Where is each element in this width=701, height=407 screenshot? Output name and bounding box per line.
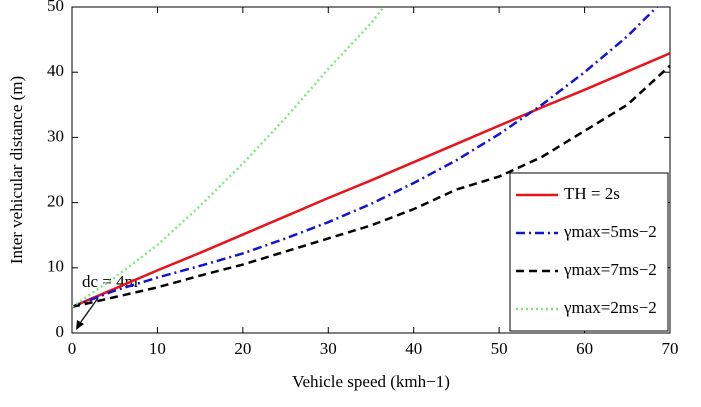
annotation-arrow — [77, 297, 99, 327]
legend-box — [509, 172, 669, 332]
y-tick-label: 50 — [47, 0, 64, 15]
series-line — [72, 52, 670, 309]
plot-area — [72, 7, 670, 309]
series-line — [72, 7, 386, 308]
x-axis-label: Vehicle speed (kmh−1) — [292, 372, 450, 391]
x-tick-label: 20 — [234, 339, 251, 358]
series-line — [72, 64, 670, 309]
plot-frame — [71, 6, 671, 334]
x-tick-label: 40 — [405, 339, 422, 358]
x-tick-label: 0 — [68, 339, 77, 358]
y-tick-label: 30 — [47, 126, 64, 145]
arrow-head — [76, 320, 84, 330]
x-tick-label: 10 — [149, 339, 166, 358]
legend-label: γmax=7ms−2 — [563, 260, 657, 279]
x-tick-label: 30 — [320, 339, 337, 358]
x-tick-label: 70 — [662, 339, 679, 358]
y-tick-label: 10 — [47, 257, 64, 276]
y-axis-label: Inter vehicular distance (m) — [7, 76, 26, 264]
y-tick-label: 40 — [47, 61, 64, 80]
y-tick-label: 0 — [56, 322, 65, 341]
legend-label: γmax=5ms−2 — [563, 222, 657, 241]
legend-label: TH = 2s — [564, 184, 620, 203]
x-tick-label: 50 — [491, 339, 508, 358]
legend-label: γmax=2ms−2 — [563, 298, 657, 317]
x-tick-label: 60 — [576, 339, 593, 358]
y-tick-label: 20 — [47, 192, 64, 211]
